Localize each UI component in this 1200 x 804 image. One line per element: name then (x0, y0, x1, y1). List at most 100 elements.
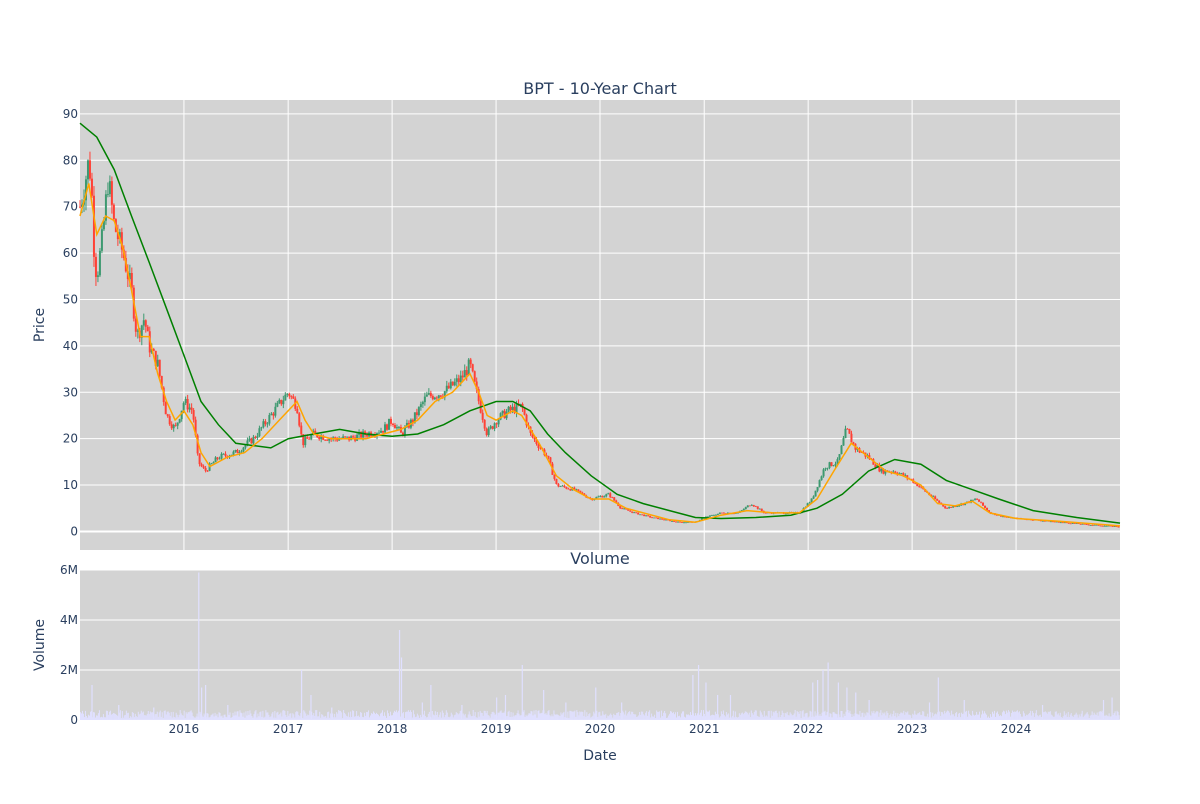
candle-body (567, 488, 570, 490)
candle-body (1095, 524, 1098, 526)
volume-bar (286, 716, 288, 720)
volume-bar (991, 711, 993, 720)
volume-bar (338, 710, 340, 720)
volume-bar (878, 716, 880, 720)
candle-body (637, 512, 640, 515)
candle-body (946, 508, 949, 509)
candle-body (976, 498, 979, 500)
volume-bar (726, 714, 728, 720)
volume-bar (576, 710, 578, 720)
volume-bar (570, 710, 572, 720)
volume-bar (734, 711, 736, 720)
candle-body (194, 419, 197, 436)
volume-bar (954, 716, 956, 720)
volume-bar (129, 716, 131, 720)
volume-bar (395, 710, 397, 720)
volume-bar (1034, 713, 1036, 720)
volume-bar (335, 717, 337, 720)
volume-bar (260, 711, 262, 720)
volume-bar (748, 712, 750, 720)
volume-bar (343, 710, 345, 720)
volume-bar (80, 712, 81, 720)
volume-bar (956, 711, 958, 720)
volume-bar (169, 715, 171, 720)
volume-bar (730, 717, 732, 720)
volume-bar (868, 700, 870, 720)
volume-bar (1108, 713, 1110, 720)
candle-body (1071, 523, 1074, 524)
volume-bar (778, 711, 780, 720)
volume-bar (105, 710, 107, 720)
volume-bar (85, 715, 87, 720)
candle-body (160, 376, 163, 388)
volume-bar (196, 713, 198, 720)
candle-body (166, 414, 169, 417)
volume-bar (427, 713, 429, 720)
volume-bar (178, 714, 180, 720)
candle-body (842, 438, 845, 446)
candle-body (232, 451, 235, 455)
candle-body (280, 399, 283, 405)
volume-bar (750, 710, 752, 720)
volume-bar (922, 711, 924, 720)
volume-bar (144, 715, 146, 720)
candle-body (419, 404, 422, 408)
volume-bar (478, 716, 480, 720)
candle-body (362, 431, 365, 438)
volume-bar (799, 711, 801, 720)
volume-bar (682, 711, 684, 720)
volume-bar (914, 710, 916, 720)
volume-bar (940, 716, 942, 720)
volume-bar (705, 682, 707, 720)
candle-body (535, 439, 538, 444)
candle-body (1001, 516, 1004, 518)
candle-body (248, 438, 251, 441)
volume-bar (467, 714, 469, 720)
volume-bar (793, 713, 795, 720)
volume-bar (627, 713, 629, 720)
volume-bar (905, 711, 907, 720)
volume-bar (1093, 712, 1095, 720)
volume-bar (1094, 714, 1096, 720)
volume-bar (239, 710, 241, 720)
volume-bar (961, 712, 963, 720)
volume-bar (537, 710, 539, 720)
volume-bar (393, 710, 395, 720)
volume-bar (379, 716, 381, 720)
volume-bar (1073, 715, 1075, 720)
candle-body (784, 513, 787, 515)
volume-bar (374, 712, 376, 720)
volume-bar (81, 710, 83, 720)
price-y-tick-label: 10 (63, 478, 78, 492)
volume-x-axis-label: Date (583, 748, 616, 764)
volume-bar (840, 710, 842, 720)
volume-bar (398, 630, 401, 720)
volume-bar (269, 717, 271, 720)
volume-bar (484, 710, 486, 720)
volume-bar (794, 710, 796, 720)
volume-bar (684, 716, 686, 720)
volume-bar (919, 712, 921, 720)
volume-bar (574, 710, 576, 720)
volume-bar (563, 711, 565, 720)
volume-bar (1006, 712, 1008, 720)
volume-bar (409, 710, 411, 720)
volume-bar (304, 711, 306, 720)
volume-bar (1036, 715, 1038, 720)
candle-body (1073, 523, 1076, 524)
candle-body (356, 434, 359, 441)
volume-bar (402, 712, 404, 720)
volume-bar (990, 714, 991, 720)
volume-bar (83, 717, 85, 720)
candle-body (1107, 525, 1110, 527)
volume-bar (408, 711, 410, 720)
volume-bar (412, 710, 414, 720)
volume-bar (237, 711, 239, 720)
candle-body (1109, 525, 1112, 527)
volume-bar (376, 712, 378, 720)
volume-bar (1098, 711, 1100, 720)
volume-bar (771, 715, 773, 720)
candle-body (380, 430, 383, 433)
volume-bar (190, 710, 192, 720)
volume-bar (842, 717, 844, 720)
